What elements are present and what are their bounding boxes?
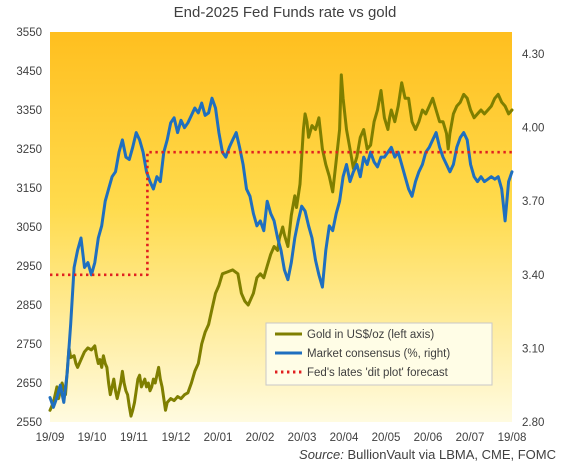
series-line-2	[50, 150, 512, 277]
y-left-tick-label: 2550	[16, 417, 42, 429]
x-tick-label: 19/12	[162, 432, 191, 444]
x-tick-label: 19/09	[36, 432, 65, 444]
x-tick-label: 19/10	[78, 432, 107, 444]
y-left-tick-label: 3350	[16, 105, 42, 117]
series-line-0	[48, 73, 514, 418]
y-right-tick-label: 3.10	[522, 343, 544, 355]
y-left-tick-label: 2650	[16, 378, 42, 390]
x-tick-label: 20/04	[330, 432, 359, 444]
y-right-tick-label: 2.80	[522, 417, 544, 429]
x-tick-label: 19/08	[498, 432, 527, 444]
y-left-tick-label: 2850	[16, 300, 42, 312]
x-tick-label: 20/02	[246, 432, 275, 444]
x-tick-label: 20/03	[288, 432, 317, 444]
x-tick-label: 19/11	[120, 432, 148, 444]
y-left-tick-label: 3250	[16, 144, 42, 156]
y-right-tick-label: 3.70	[522, 196, 544, 208]
y-left-tick-label: 2750	[16, 339, 42, 351]
source-text: BullionVault via LBMA, CME, FOMC	[343, 447, 556, 462]
y-right-tick-label: 4.30	[522, 49, 544, 61]
legend: Gold in US$/oz (left axis) Market consens…	[265, 322, 493, 386]
series-line-1	[48, 96, 514, 409]
legend-label: Fed's lates 'dit plot' forecast	[307, 367, 449, 379]
legend-label: Market consensus (%, right)	[307, 348, 450, 360]
x-tick-label: 20/01	[204, 432, 233, 444]
y-right-tick-label: 4.00	[522, 123, 544, 135]
y-left-tick-label: 3050	[16, 222, 42, 234]
legend-label: Gold in US$/oz (left axis)	[307, 329, 434, 341]
legend-box	[265, 322, 493, 386]
x-tick-label: 20/06	[414, 432, 443, 444]
source-note: Source: BullionVault via LBMA, CME, FOMC	[299, 447, 556, 462]
x-tick-label: 20/07	[456, 432, 485, 444]
y-right-tick-label: 3.40	[522, 270, 544, 282]
y-left-tick-label: 2950	[16, 261, 42, 273]
y-left-tick-label: 3150	[16, 183, 42, 195]
x-tick-label: 20/05	[372, 432, 401, 444]
y-left-tick-label: 3550	[16, 27, 42, 39]
source-key: Source:	[299, 447, 344, 462]
chart-title: End-2025 Fed Funds rate vs gold	[173, 4, 397, 21]
y-left-tick-label: 3450	[16, 66, 42, 78]
